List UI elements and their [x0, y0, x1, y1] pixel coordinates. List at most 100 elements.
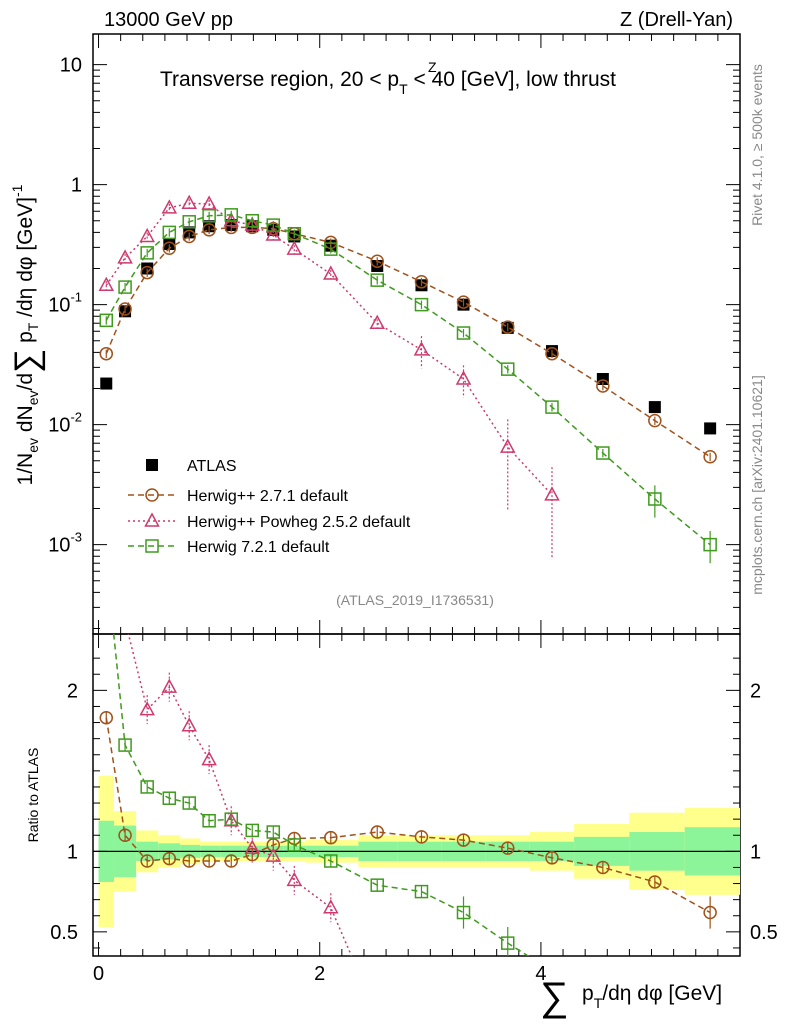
main-point-triangle: [544, 486, 560, 501]
ratio-point-circle: [182, 854, 196, 868]
main-point-triangle: [117, 249, 133, 264]
ratio-point-circle: [99, 710, 114, 725]
ylabel-part1: 1/N: [14, 453, 37, 486]
main-point-open-square: [648, 492, 662, 506]
ylabel-part4: p: [14, 331, 37, 349]
main-y-tick-label: 10-3: [48, 530, 82, 557]
main-point-triangle: [244, 216, 261, 231]
main-content: [93, 34, 740, 634]
ratio-point-open-square: [140, 780, 154, 794]
ratio-point-circle: [500, 841, 515, 855]
svg-text:1/Nev dNev/d∑ pT /dη dφ [GeV]: 1/Nev dNev/d∑ pT /dη dφ [GeV]-1: [8, 184, 46, 485]
main-point-circle: [370, 254, 384, 268]
ratio-y-tick-label-right: 1: [750, 841, 761, 863]
main-point-circle: [182, 229, 196, 244]
ratio-point-open-square: [287, 838, 302, 852]
main-point-open-square: [545, 400, 559, 414]
ratio-point-circle: [370, 825, 384, 839]
ratio-point-circle: [648, 875, 662, 889]
main-point-triangle: [369, 314, 385, 329]
main-point-circle: [414, 275, 429, 289]
main-y-axis-label: 1/Nev dNev/d∑ pT /dη dφ [GeV]-1: [8, 184, 46, 485]
ratio-point-open-square: [162, 791, 177, 805]
main-point-circle: [648, 413, 662, 428]
ratio-point-triangle: [181, 717, 197, 732]
main-point-open-square: [287, 226, 302, 241]
svg-text:pT/dη dφ [GeV]: pT/dη dφ [GeV]: [582, 982, 722, 1011]
ratio-point-circle: [414, 830, 429, 844]
xlabel-pt-sub: T: [594, 995, 603, 1011]
main-point-square: [141, 262, 154, 275]
ratio-point-open-square: [224, 812, 238, 826]
main-point-open-square: [245, 214, 260, 228]
main-point-circle: [162, 241, 177, 256]
ratio-point-open-square: [266, 825, 281, 839]
ratio-point-circle: [245, 847, 260, 862]
main-point-square: [100, 377, 113, 390]
ratio-point-circle: [140, 854, 154, 868]
main-point-open-square: [500, 362, 515, 376]
legend-marker-open-square: [145, 539, 159, 553]
ratio-point-circle: [703, 905, 717, 920]
ylabel-part2: dN: [14, 405, 37, 438]
legend-marker-square: [146, 459, 158, 471]
main-y-tick-label-base: 10: [48, 295, 70, 317]
main-point-open-square: [224, 208, 238, 222]
main-point-triangle: [413, 341, 430, 356]
legend: ATLAS Herwig++ 2.7.1 default Herwig++ Powh…: [128, 458, 411, 556]
main-point-open-square: [596, 446, 610, 460]
main-point-triangle: [181, 194, 197, 209]
main-y-tick-label-exp: -2: [70, 410, 82, 425]
main-y-tick-label-base: 10: [48, 535, 70, 557]
main-point-triangle: [455, 370, 472, 385]
main-point-circle: [456, 295, 471, 309]
ratio-series: [99, 634, 717, 956]
main-point-square: [163, 238, 176, 251]
main-point-circle: [500, 320, 515, 334]
ylabel-sum: ∑: [8, 349, 46, 373]
main-point-open-square: [162, 225, 177, 240]
main-point-open-square: [414, 297, 429, 312]
ratio-point-circle: [596, 860, 610, 875]
main-point-open-square: [324, 242, 338, 256]
main-point-open-square: [370, 273, 384, 287]
main-point-square: [704, 422, 717, 435]
ratio-point-triangle: [323, 899, 339, 914]
x-axis-label: ∑ pT/dη dφ [GeV]: [540, 975, 722, 1019]
ratio-point-circle: [545, 851, 559, 865]
x-tick-label: 4: [535, 963, 546, 985]
header-right: Z (Drell-Yan): [620, 9, 733, 31]
ratio-point-triangle: [265, 847, 282, 862]
ratio-frame: [92, 633, 741, 957]
legend-label: ATLAS: [187, 458, 237, 475]
ratio-point-open-square: [456, 905, 471, 920]
main-point-open-square: [99, 313, 114, 328]
x-tick-label: 0: [93, 963, 104, 985]
ratio-panel: [92, 633, 741, 957]
xlabel-sum: ∑: [540, 975, 569, 1019]
main-point-circle: [140, 265, 154, 280]
ylabel-exp: -1: [9, 184, 25, 197]
xlabel-tail: /dη dφ [GeV]: [602, 982, 722, 1005]
main-point-open-square: [266, 218, 281, 232]
ratio-point-open-square: [202, 814, 216, 828]
main-point-circle: [118, 302, 132, 316]
ratio-y-tick-label: 0.5: [50, 922, 78, 944]
ratio-point-open-square: [182, 796, 196, 810]
ylabel-ev-sub: ev: [25, 438, 41, 453]
main-y-tick-label-exp: -3: [70, 530, 82, 545]
main-y-tick-label: 1: [71, 175, 82, 197]
main-point-circle: [202, 223, 216, 237]
x-tick-label: 2: [314, 963, 325, 985]
ptz-sup: Z: [428, 59, 437, 75]
legend-marker-triangle: [144, 512, 160, 527]
ptz-sub: T: [399, 81, 408, 97]
main-point-triangle: [499, 438, 516, 453]
main-point-circle: [545, 346, 559, 361]
main-point-open-square: [202, 209, 216, 223]
region-title-head: Transverse region, 20 < p: [160, 68, 399, 91]
ratio-y-tick-label-right: 2: [750, 680, 761, 702]
ratio-point-circle: [118, 828, 132, 842]
header-left: 13000 GeV pp: [104, 9, 233, 31]
